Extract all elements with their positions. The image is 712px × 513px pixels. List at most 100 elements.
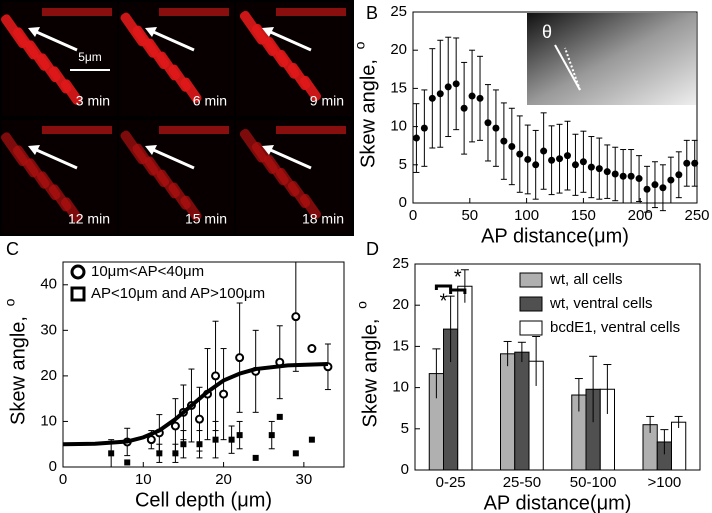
- membrane: [159, 126, 229, 134]
- point: [643, 185, 651, 193]
- x-tick-label: 20: [215, 471, 232, 488]
- bracket: [449, 288, 467, 294]
- x-tick-label: 50-100: [570, 474, 617, 491]
- annotation: *: [440, 290, 448, 312]
- legend-label: wt, ventral cells: [549, 295, 653, 312]
- membrane: [299, 75, 322, 102]
- point: [635, 175, 643, 183]
- y-tick-label: 15: [392, 337, 409, 354]
- x-tick-label: >100: [647, 474, 681, 491]
- x-axis-label: Cell depth (μm): [135, 489, 272, 511]
- y-tick-label: 25: [392, 255, 409, 272]
- image-tile: [236, 120, 351, 234]
- scale-bar-label: 5μm: [78, 50, 102, 64]
- fit-line: [62, 362, 329, 447]
- legend-marker: [70, 286, 86, 302]
- y-tick-label: 10: [40, 412, 57, 429]
- image-tile: [119, 120, 234, 234]
- membrane: [61, 197, 83, 223]
- panel-label: D: [366, 239, 379, 259]
- arrow-head: [262, 27, 274, 37]
- point: [212, 436, 219, 443]
- image-tile: [119, 2, 234, 116]
- annotation: *: [454, 266, 462, 288]
- point: [307, 344, 317, 354]
- x-tick-label: 0-25: [436, 474, 466, 491]
- point: [308, 436, 315, 443]
- point: [268, 432, 275, 439]
- point: [219, 389, 229, 399]
- x-tick-label: 50: [461, 207, 478, 224]
- point: [516, 150, 524, 158]
- legend-marker: [70, 264, 86, 280]
- point: [180, 441, 187, 448]
- point: [124, 459, 131, 466]
- arrow-head: [262, 145, 274, 155]
- point: [619, 172, 627, 180]
- membrane: [42, 126, 112, 134]
- point: [587, 163, 595, 171]
- y-tick-label: 30: [40, 321, 57, 338]
- y-axis-unit: o: [354, 301, 370, 309]
- x-tick-label: 100: [514, 207, 539, 224]
- membrane: [180, 77, 202, 104]
- point: [675, 171, 683, 179]
- plot-frame: [414, 263, 701, 471]
- y-tick-label: 0: [49, 458, 57, 475]
- point: [492, 124, 500, 132]
- arrow-head: [145, 145, 157, 155]
- point: [291, 312, 301, 322]
- point: [194, 414, 204, 424]
- point: [540, 147, 548, 155]
- point: [436, 90, 444, 98]
- x-tick-label: 150: [571, 207, 596, 224]
- inset-label: θ: [542, 22, 552, 42]
- point: [532, 161, 540, 169]
- point: [236, 432, 243, 439]
- point: [172, 450, 179, 457]
- point: [563, 152, 571, 160]
- point: [444, 83, 452, 91]
- bar: [500, 353, 516, 471]
- bar: [671, 421, 687, 471]
- y-tick-label: 0: [399, 194, 407, 211]
- bar: [457, 285, 473, 471]
- membrane: [180, 195, 202, 222]
- point: [667, 176, 675, 184]
- point: [595, 165, 603, 173]
- point: [500, 137, 508, 145]
- arrow: [265, 146, 312, 170]
- image-tile: [236, 2, 351, 116]
- point: [691, 159, 699, 167]
- point: [420, 124, 428, 132]
- legend-swatch: [519, 272, 543, 288]
- point: [170, 421, 180, 431]
- y-tick-label: 15: [390, 79, 407, 96]
- legend-swatch: [519, 296, 543, 312]
- time-label: 6 min: [193, 93, 227, 109]
- plot-frame: [62, 261, 345, 468]
- point: [146, 435, 156, 445]
- x-tick-label: 200: [628, 207, 653, 224]
- point: [468, 92, 476, 100]
- inset-arrow: [554, 44, 581, 91]
- y-axis-unit: o: [352, 41, 368, 49]
- membrane: [276, 8, 346, 16]
- point: [508, 142, 516, 150]
- y-axis-label: Skew angle,: [357, 59, 379, 168]
- legend-label: bcdE1, ventral cells: [550, 319, 680, 336]
- arrow: [265, 28, 312, 52]
- point: [571, 161, 579, 169]
- time-label: 18 min: [302, 211, 344, 227]
- image-tile: [2, 120, 117, 234]
- time-label: 12 min: [68, 211, 110, 227]
- point: [460, 104, 468, 112]
- point: [156, 450, 163, 457]
- point: [235, 353, 245, 363]
- inset-image: [527, 13, 696, 105]
- point: [252, 454, 259, 461]
- y-axis-unit: o: [2, 298, 18, 306]
- point: [556, 155, 564, 163]
- arrow-head: [28, 27, 40, 37]
